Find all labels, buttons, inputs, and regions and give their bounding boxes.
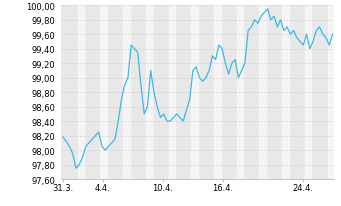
Bar <box>282 6 289 179</box>
Bar <box>214 6 221 179</box>
Bar <box>168 6 175 179</box>
Bar <box>328 6 334 179</box>
Bar <box>260 6 266 179</box>
Bar <box>305 6 311 179</box>
Bar <box>237 6 243 179</box>
Bar <box>100 6 107 179</box>
Bar <box>123 6 130 179</box>
Bar <box>146 6 152 179</box>
Bar <box>191 6 198 179</box>
Bar <box>78 6 84 179</box>
